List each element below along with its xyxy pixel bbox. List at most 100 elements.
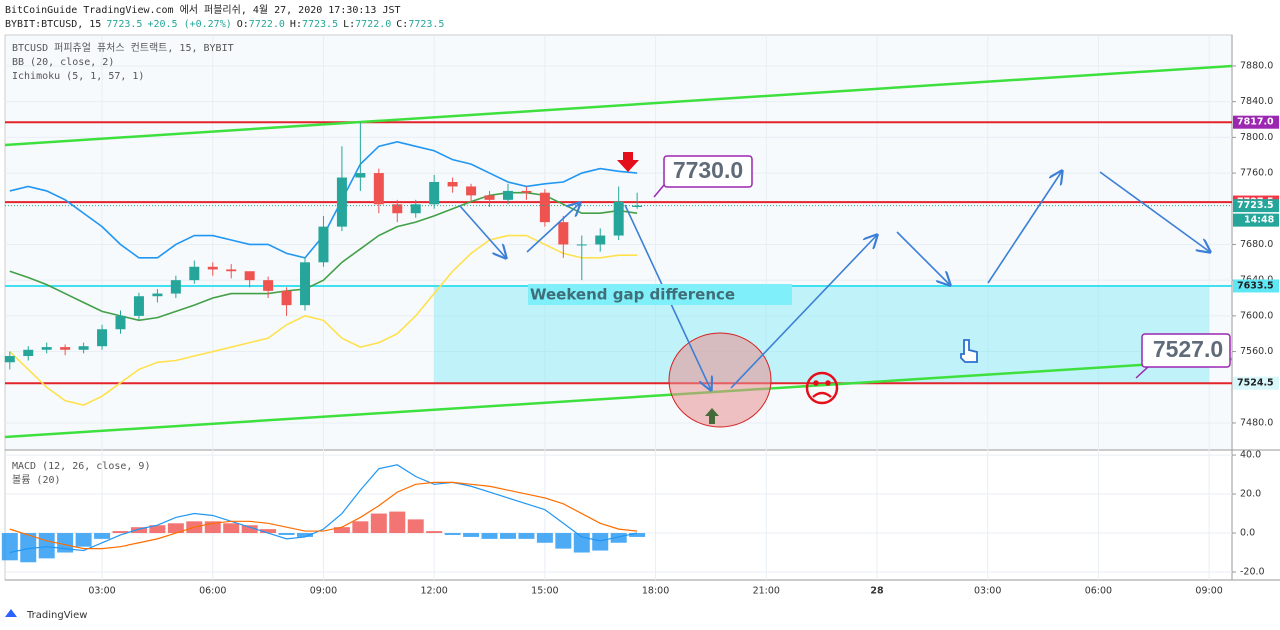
callout-pointer (653, 184, 665, 198)
candle-body (466, 186, 477, 196)
macd-bar (352, 521, 369, 534)
brand: TradingView (26, 610, 87, 621)
legend-item: Ichimoku (5, 1, 57, 1) (12, 71, 144, 82)
y-tick-label: 0.0 (1240, 528, 1255, 539)
header-field: H: (290, 19, 302, 30)
macd-bar (536, 533, 553, 543)
candle-body (410, 204, 421, 214)
candle-body (373, 173, 384, 205)
legend-item: BTCUSD 퍼피츄얼 퓨처스 컨트랙트, 15, BYBIT (12, 42, 234, 54)
macd-bar (610, 533, 627, 543)
candle-body (226, 269, 237, 272)
y-tick-label: 20.0 (1240, 489, 1261, 500)
legend-item: MACD (12, 26, close, 9) (12, 461, 150, 472)
macd-line (9, 481, 638, 550)
header-field: O: (237, 19, 249, 30)
macd-bar (407, 519, 424, 534)
x-tick-label: 28 (870, 586, 884, 597)
candle-body (263, 280, 274, 291)
candle-body (484, 195, 495, 200)
candle-body (115, 315, 126, 330)
drawings: 7730.0 7527.0 Weekend gap difference (459, 152, 1231, 428)
macd-bar (463, 533, 480, 537)
hand-icon (960, 339, 978, 363)
callout-box (1141, 333, 1231, 368)
header-field: 7723.5 (106, 19, 142, 30)
macd-bar (481, 533, 498, 539)
candle-body (189, 266, 200, 281)
publisher: BitCoinGuide TradingView.com 에서 퍼블리쉬, 4월… (5, 4, 401, 16)
callout-label: 7730.0 (673, 157, 743, 183)
macd-bar (499, 533, 516, 539)
x-tick-label: 03:00 (974, 586, 1001, 597)
y-tick-label: 7760.0 (1240, 168, 1273, 179)
down-arrow-icon (617, 152, 639, 172)
header-field: 7722.0 (355, 19, 391, 30)
x-tick-label: 09:00 (1195, 586, 1222, 597)
callout-label: 7527.0 (1153, 336, 1223, 362)
macd-bar (629, 533, 646, 537)
gap-label: Weekend gap difference (530, 286, 735, 304)
header-field: +20.5 (+0.27%) (147, 19, 231, 30)
countdown: 14:48 (1244, 215, 1275, 226)
macd-bar (260, 529, 277, 534)
candle-body (632, 205, 643, 207)
candle-body (207, 266, 218, 270)
y-tick-label: 7880.0 (1240, 60, 1273, 71)
candle-body (23, 349, 34, 357)
logo (5, 609, 17, 617)
legend-item: 볼륨 (20) (12, 474, 61, 486)
y-tick-label: -20.0 (1240, 567, 1265, 578)
candle-body (170, 280, 181, 294)
macd-line (9, 464, 638, 554)
candle-body (392, 204, 403, 214)
candle-body (78, 346, 89, 350)
candle-body (336, 177, 347, 227)
sad-face (805, 371, 839, 405)
candle-body (4, 356, 15, 363)
price-label: 7723.5 (1237, 200, 1274, 211)
candle-body (318, 226, 329, 263)
x-tick-label: 09:00 (310, 586, 337, 597)
header-field: BYBIT:BTCUSD, 15 (5, 19, 101, 30)
callout-pointer (1135, 366, 1149, 379)
header-field: C: (396, 19, 408, 30)
trend-line (4, 64, 1233, 147)
macd-bar (518, 533, 535, 539)
indicator-line (9, 191, 638, 322)
callout-box (663, 155, 753, 188)
x-tick-label: 06:00 (199, 586, 226, 597)
x-tick-label: 18:00 (642, 586, 669, 597)
price-label: 7817.0 (1237, 117, 1274, 128)
countdown-box (1233, 213, 1279, 227)
candle-body (300, 262, 311, 306)
y-tick-label: 7840.0 (1240, 96, 1273, 107)
macd-bar (167, 523, 184, 534)
x-tick-label: 21:00 (753, 586, 780, 597)
candle-body (521, 190, 532, 193)
gap-label-box (528, 284, 792, 305)
main-pane (5, 35, 1232, 450)
candle-body (97, 329, 108, 347)
candle-body (60, 347, 71, 350)
price-label-box (1233, 115, 1279, 129)
candle-body (447, 181, 458, 187)
up-arrow-icon (705, 408, 719, 424)
macd-bar (94, 533, 111, 539)
macd-bar (573, 533, 590, 553)
macd-bar (112, 531, 129, 534)
macd-bar (333, 527, 350, 534)
y-tick-label: 7560.0 (1240, 346, 1273, 357)
macd-bar (204, 521, 221, 534)
candle-body (133, 296, 144, 316)
macd-bar (75, 533, 92, 547)
macd-bar (278, 533, 295, 535)
indicator-line (9, 234, 638, 406)
macd-bar (38, 533, 55, 559)
macd-bar (1, 533, 18, 561)
macd-bar (444, 533, 461, 535)
macd-bar (149, 525, 166, 534)
y-tick-label: 40.0 (1240, 450, 1261, 461)
